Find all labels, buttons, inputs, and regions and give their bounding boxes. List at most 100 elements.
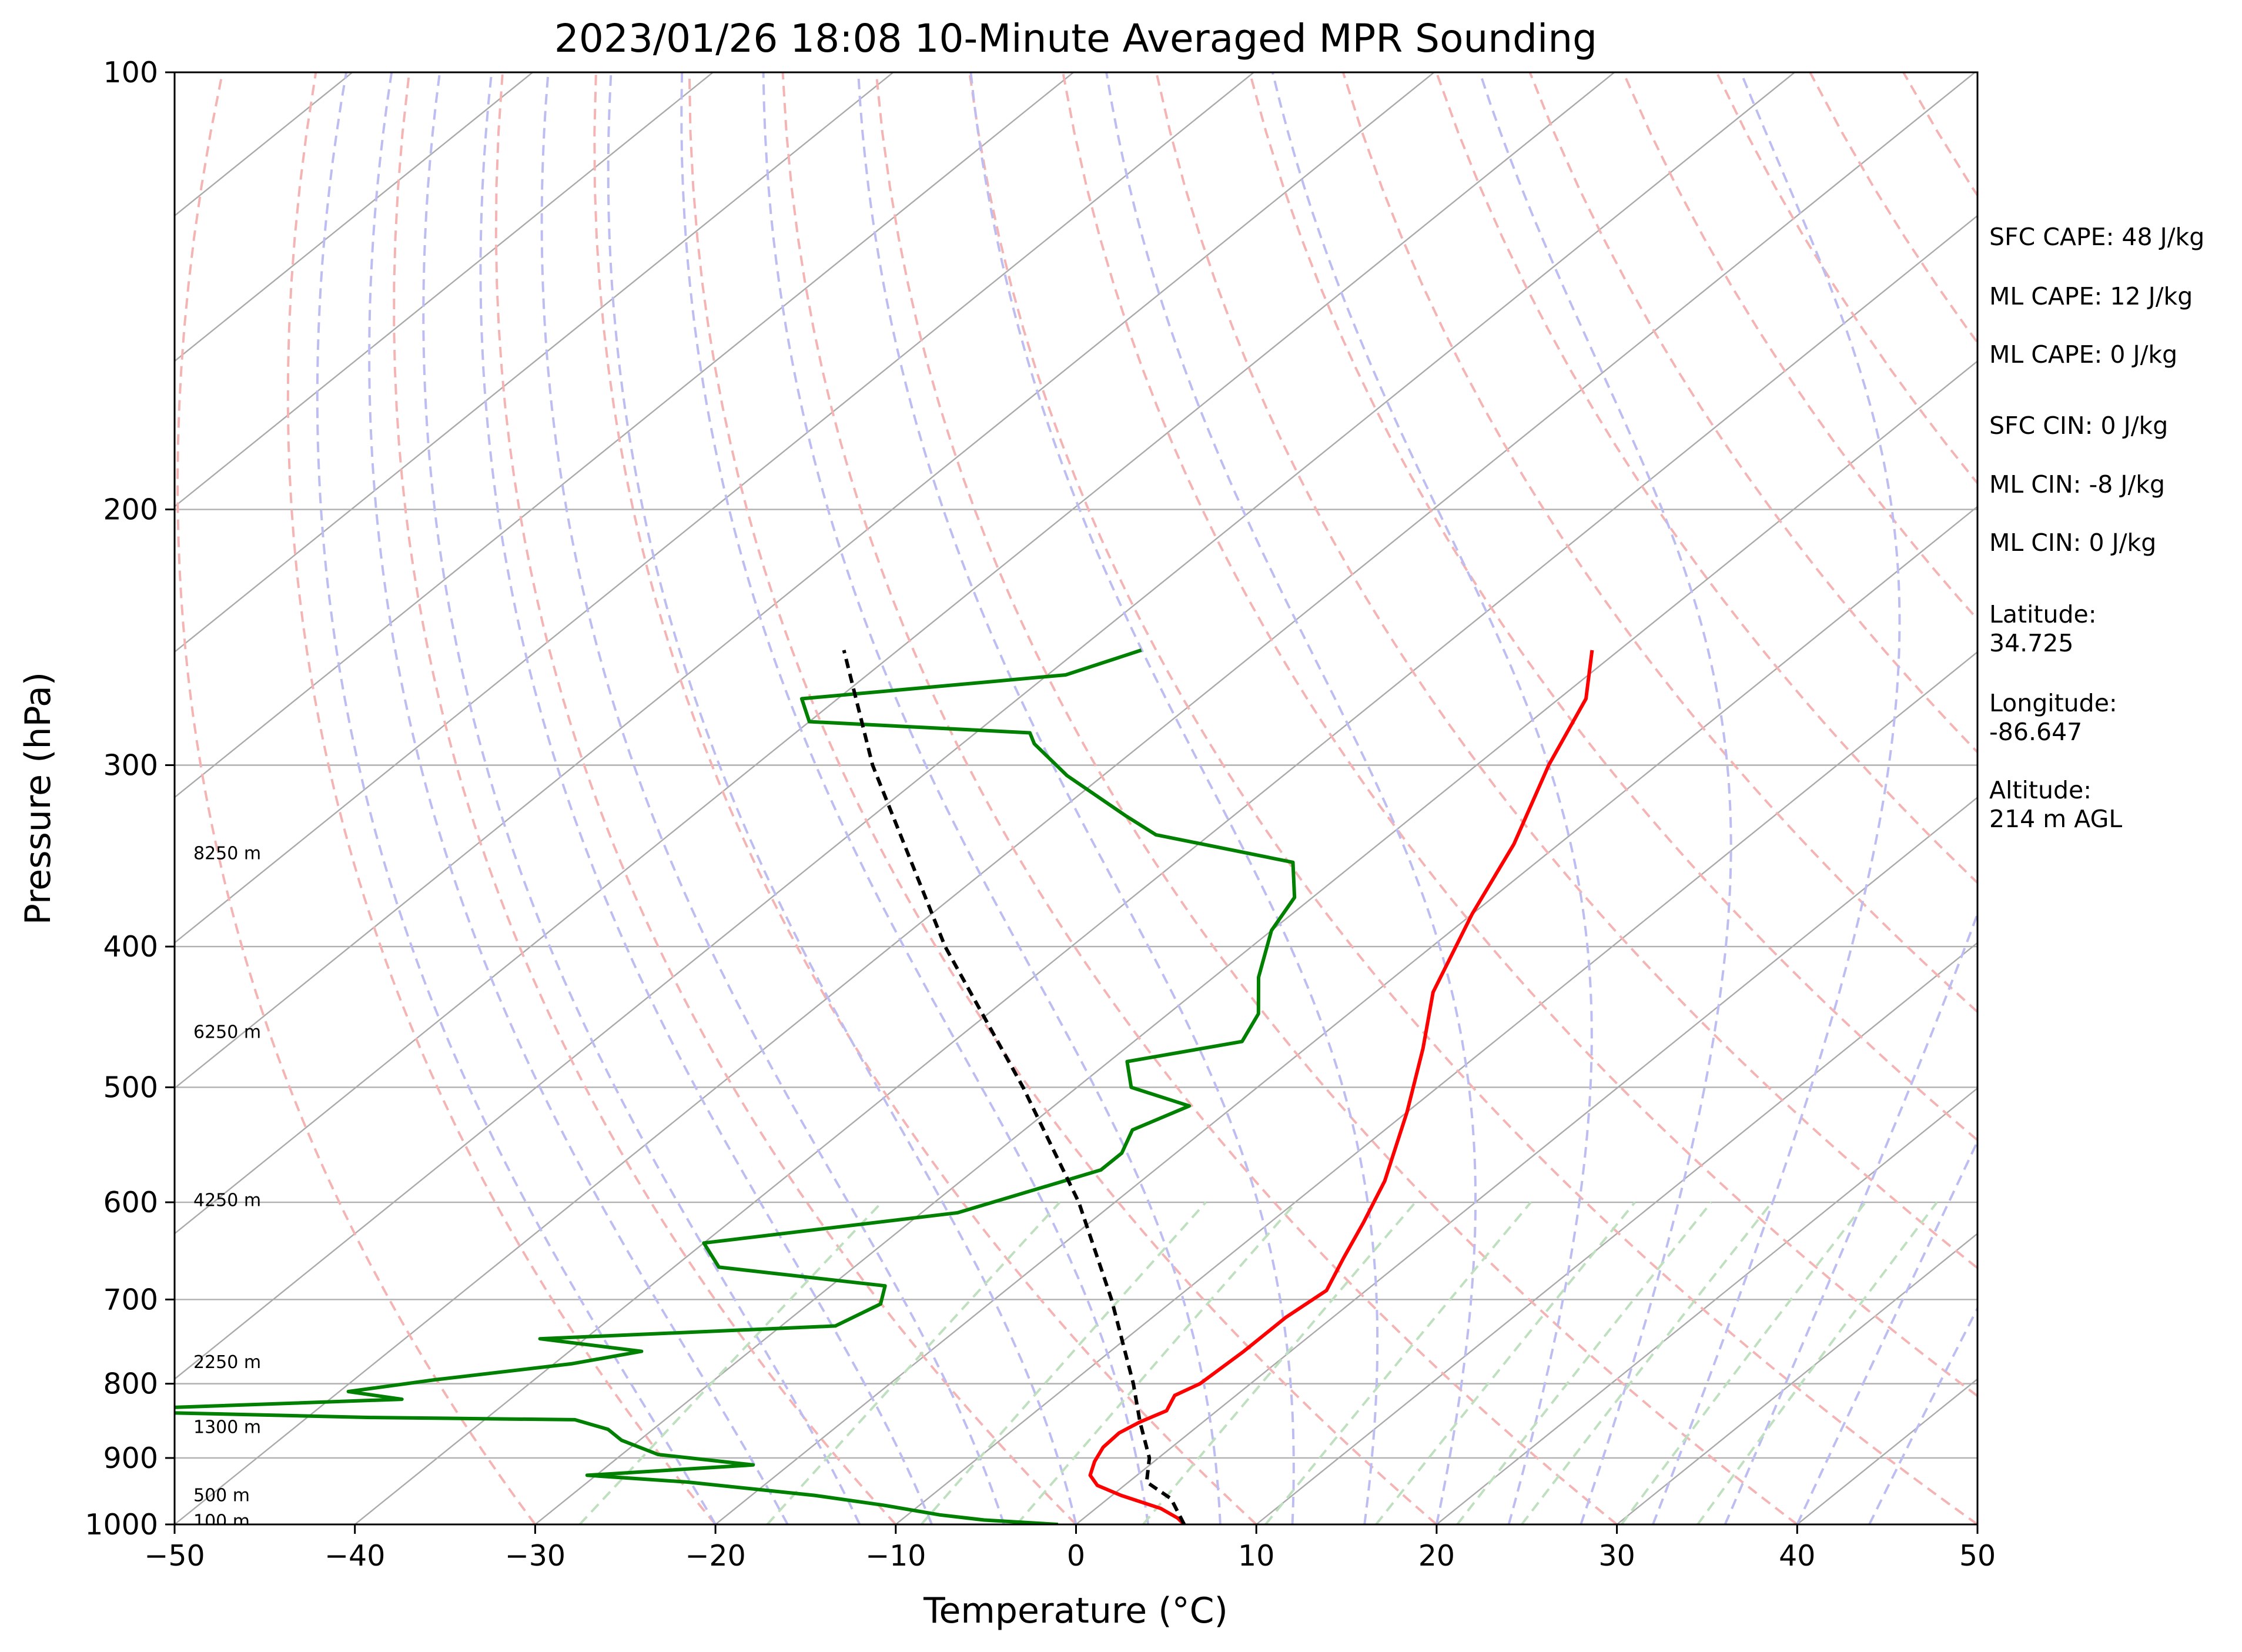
x-tick-label: 40 [1779, 1539, 1815, 1573]
moist-adiabat-line [368, 72, 789, 1524]
height-label: 500 m [193, 1486, 250, 1506]
sounding-parameter-text: Latitude: [1989, 600, 2097, 628]
isotherm-line [175, 72, 1435, 1089]
dry-adiabat-line [1528, 72, 1977, 754]
isotherm-line [175, 72, 533, 362]
moist-adiabat-line [422, 72, 861, 1524]
x-tick-label: 30 [1598, 1539, 1635, 1573]
isotherm-line [175, 72, 714, 508]
height-label: 6250 m [193, 1022, 261, 1042]
mixing-ratio-line [920, 1201, 1207, 1524]
y-tick-label: 700 [103, 1283, 158, 1316]
height-label: 4250 m [193, 1190, 261, 1210]
moist-adiabat-lines [316, 72, 1977, 1524]
moist-adiabat-line [762, 72, 1222, 1524]
isotherm-line [175, 72, 894, 653]
height-label: 2250 m [193, 1352, 261, 1373]
x-tick-label: 20 [1418, 1539, 1455, 1573]
x-tick-label: 10 [1238, 1539, 1274, 1573]
isotherm-line [895, 651, 1977, 1524]
moist-adiabat-line [1724, 911, 1977, 1524]
dry-adiabat-line [688, 72, 1438, 1524]
sounding-parameters: SFC CAPE: 48 J/kg ML CAPE: 12 J/kg ML CAPE… [1989, 223, 2204, 833]
moist-adiabat-line [540, 72, 1005, 1524]
sounding-parameter-text: SFC CAPE: 48 J/kg [1989, 223, 2204, 251]
x-tick-label: −10 [865, 1539, 926, 1573]
y-tick-label: 1000 [85, 1508, 158, 1541]
parcel-path-line [842, 650, 1186, 1524]
sounding-parameter-text: Altitude: [1989, 776, 2092, 804]
x-axis-title: Temperature (°C) [923, 1590, 1228, 1631]
mixing-ratio-line [1016, 1201, 1297, 1524]
dry-adiabat-line [176, 72, 537, 1524]
moist-adiabat-line [1478, 72, 1732, 1524]
dry-adiabat-line [781, 72, 1618, 1524]
height-labels: 100 m 500 m 1300 m 2250 m 4250 m 6250 m 8250 m [193, 843, 261, 1532]
sounding-parameter-text: ML CIN: -8 J/kg [1989, 470, 2165, 499]
isotherm-lines [175, 72, 1977, 1524]
isotherm-line [175, 72, 1615, 1235]
sounding-parameter-text: -86.647 [1989, 718, 2082, 746]
sounding-series [175, 648, 1594, 1524]
mixing-ratio-line [1521, 1201, 1773, 1524]
dry-adiabat-line [393, 72, 897, 1524]
y-axis-ticks: 100 200 300 400 500 600 700 800 900 1000 [85, 56, 175, 1541]
x-tick-label: −30 [505, 1539, 565, 1573]
temperature-profile-line [1088, 650, 1594, 1524]
mixing-ratio-line [1696, 1201, 1938, 1524]
isotherm-line [1436, 1087, 1977, 1524]
isotherm-line [354, 215, 1977, 1524]
dry-adiabat-line [494, 72, 1077, 1524]
mixing-ratio-line [1620, 1201, 1867, 1524]
moist-adiabat-line [607, 72, 1078, 1524]
y-tick-label: 500 [103, 1071, 158, 1104]
y-tick-label: 800 [103, 1367, 158, 1401]
y-tick-label: 300 [103, 748, 158, 782]
moist-adiabat-line [680, 72, 1150, 1524]
mixing-ratio-line [1456, 1201, 1712, 1524]
dry-adiabat-line [1062, 72, 1977, 1397]
sounding-parameter-text: 214 m AGL [1989, 805, 2122, 833]
mixing-ratio-line [578, 1201, 883, 1524]
moist-adiabat-line [857, 72, 1295, 1524]
moist-adiabat-line [1105, 72, 1477, 1524]
dry-adiabat-line [286, 72, 717, 1524]
y-tick-label: 100 [103, 56, 158, 89]
x-tick-label: −20 [685, 1539, 745, 1573]
moist-adiabat-line [1652, 72, 1901, 1524]
moist-adiabat-line [1796, 1139, 1977, 1524]
x-tick-label: 50 [1959, 1539, 1996, 1573]
pressure-gridlines [175, 72, 1977, 1524]
sounding-parameter-text: SFC CIN: 0 J/kg [1989, 412, 2168, 440]
isotherm-line [175, 72, 1075, 798]
x-tick-label: −50 [144, 1539, 205, 1573]
mixing-ratio-line [1264, 1201, 1532, 1524]
moist-adiabat-line [969, 72, 1379, 1524]
y-axis-title: Pressure (hPa) [18, 672, 59, 925]
dry-adiabat-line [875, 72, 1798, 1524]
isotherm-line [175, 72, 1254, 944]
isotherm-line [1256, 942, 1977, 1524]
isotherm-line [1616, 1232, 1977, 1524]
sounding-parameter-text: ML CIN: 0 J/kg [1989, 529, 2156, 557]
y-tick-label: 900 [103, 1442, 158, 1475]
height-label: 100 m [193, 1511, 250, 1532]
mixing-ratio-line [766, 1201, 1061, 1524]
mixing-ratio-line [1142, 1201, 1417, 1524]
chart-title: 2023/01/26 18:08 10-Minute Averaged MPR … [554, 16, 1597, 61]
x-axis-ticks: −50 −40 −30 −20 −10 0 10 20 30 40 50 [144, 1524, 1996, 1573]
x-tick-label: 0 [1067, 1539, 1085, 1573]
isotherm-line [715, 506, 1977, 1524]
mixing-ratio-lines [578, 1201, 1938, 1524]
mixing-ratio-line [1375, 1201, 1636, 1524]
dry-adiabat-line [968, 72, 1977, 1524]
plot-area: 100 m 500 m 1300 m 2250 m 4250 m 6250 m 8250 m [175, 72, 1977, 1532]
isotherm-line [175, 72, 1795, 1380]
dewpoint-profile-line [175, 648, 1297, 1524]
sounding-parameter-text: ML CAPE: 12 J/kg [1989, 282, 2193, 310]
height-label: 8250 m [193, 843, 261, 864]
moist-adiabat-line [479, 72, 933, 1524]
height-label: 1300 m [193, 1417, 261, 1437]
